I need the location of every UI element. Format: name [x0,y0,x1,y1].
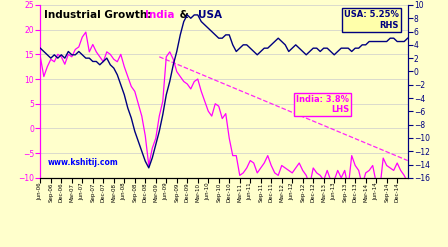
Text: USA: 5.25%
RHS: USA: 5.25% RHS [344,10,399,30]
Text: India: India [145,10,175,20]
Text: Industrial Growth:: Industrial Growth: [44,10,155,20]
Text: www.kshitij.com: www.kshitij.com [47,159,118,167]
Text: USA: USA [198,10,222,20]
Text: India: 3.8%
LHS: India: 3.8% LHS [296,95,349,114]
Text: &: & [176,10,193,20]
